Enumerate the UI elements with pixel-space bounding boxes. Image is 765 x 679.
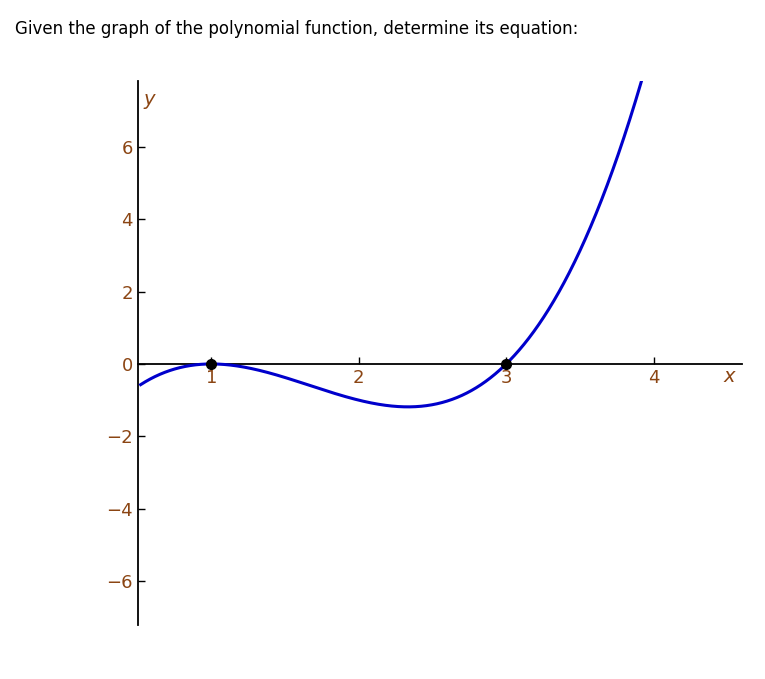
- Text: Given the graph of the polynomial function, determine its equation:: Given the graph of the polynomial functi…: [15, 20, 578, 39]
- Text: x: x: [724, 367, 735, 386]
- Text: y: y: [144, 90, 155, 109]
